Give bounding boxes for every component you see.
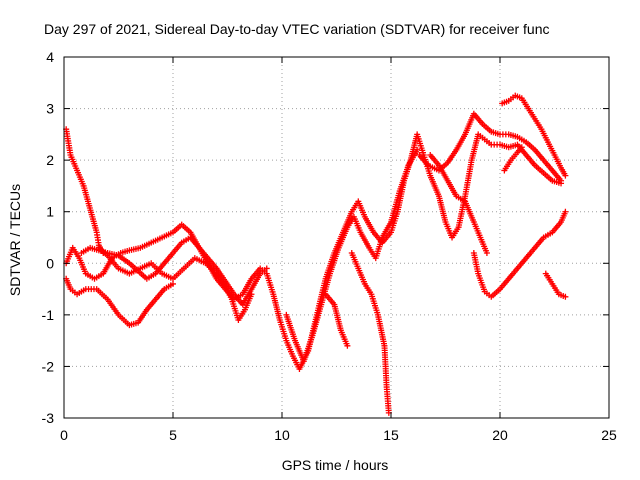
plot-frame: [63, 56, 610, 419]
data-point: [344, 342, 351, 349]
data-point: [562, 172, 569, 179]
y-tick-label: -3: [42, 410, 55, 426]
data-point: [248, 291, 255, 298]
series-s6: [283, 146, 421, 365]
data-points: [63, 92, 569, 416]
x-tick-label: 25: [601, 427, 617, 443]
series-s13: [501, 144, 525, 174]
series-s11: [470, 208, 569, 300]
data-point: [170, 280, 176, 287]
data-point: [518, 144, 525, 151]
y-axis-label: SDTVAR / TECUs: [7, 184, 23, 296]
x-tick-label: 10: [274, 427, 290, 443]
y-tick-label: -2: [42, 358, 55, 374]
x-tick-label: 5: [169, 427, 177, 443]
x-tick-label: 15: [383, 427, 399, 443]
series-s5: [95, 244, 255, 324]
axis-ticks: 0 5 10 15 20 25 -3 -2 -1 0 1 2 3 4: [42, 49, 617, 443]
x-tick-label: 0: [60, 427, 68, 443]
y-tick-label: 3: [46, 101, 54, 117]
data-point: [414, 146, 421, 153]
data-point: [562, 293, 569, 300]
series-s2: [63, 275, 176, 329]
x-tick-label: 20: [492, 427, 508, 443]
series-s8: [322, 291, 351, 349]
series-s12: [499, 92, 569, 179]
series-s14: [542, 270, 569, 300]
series-s7: [348, 249, 392, 416]
y-tick-label: 0: [46, 255, 54, 271]
x-axis-label: GPS time / hours: [282, 457, 389, 473]
y-tick-label: 1: [46, 204, 54, 220]
data-point: [263, 265, 270, 272]
data-point: [558, 177, 565, 184]
y-tick-label: 2: [46, 152, 54, 168]
y-tick-label: 4: [46, 49, 54, 65]
y-tick-label: -1: [42, 307, 55, 323]
chart-title: Day 297 of 2021, Sidereal Day-to-day VTE…: [44, 21, 550, 37]
data-point: [562, 208, 569, 215]
data-point: [483, 249, 490, 256]
series-s10: [427, 151, 490, 256]
series-s1: [63, 126, 107, 256]
